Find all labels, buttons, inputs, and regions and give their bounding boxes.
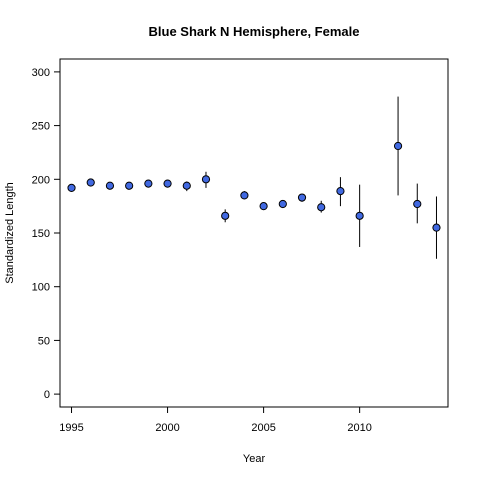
y-tick-label: 0	[44, 389, 50, 401]
x-axis: 1995 2000 2005 2010	[59, 407, 372, 434]
data-point	[144, 179, 153, 188]
y-tick-label: 300	[32, 67, 50, 79]
x-tick-label: 1995	[59, 422, 83, 434]
x-tick-label: 2005	[251, 422, 275, 434]
data-point	[240, 191, 249, 200]
data-point	[355, 211, 364, 220]
y-tick-label: 200	[32, 174, 50, 186]
data-point	[201, 175, 211, 184]
data-point	[393, 141, 403, 151]
x-tick-label: 2000	[155, 422, 179, 434]
data-series	[67, 96, 441, 259]
y-tick-label: 50	[38, 335, 50, 347]
data-point	[221, 211, 230, 220]
data-point	[182, 181, 191, 190]
data-point	[336, 187, 345, 196]
chart-title: Blue Shark N Hemisphere, Female	[149, 24, 360, 39]
data-point	[163, 179, 172, 188]
data-point	[67, 183, 76, 192]
data-point	[105, 181, 115, 190]
data-point	[278, 199, 287, 209]
y-tick-label: 150	[32, 228, 50, 240]
data-point	[413, 199, 422, 209]
data-point	[317, 203, 326, 212]
data-point	[259, 202, 268, 211]
y-axis-label: Standardized Length	[4, 182, 16, 284]
x-tick-label: 2010	[347, 422, 371, 434]
y-axis: 0 50 100 150 200 250 300	[32, 67, 60, 401]
data-point	[432, 223, 441, 232]
y-tick-label: 250	[32, 121, 50, 133]
plot-frame	[59, 58, 449, 408]
data-point	[297, 193, 307, 202]
y-tick-label: 100	[32, 282, 50, 294]
data-point	[125, 181, 134, 190]
data-point	[86, 178, 95, 187]
x-axis-label: Year	[243, 453, 266, 465]
